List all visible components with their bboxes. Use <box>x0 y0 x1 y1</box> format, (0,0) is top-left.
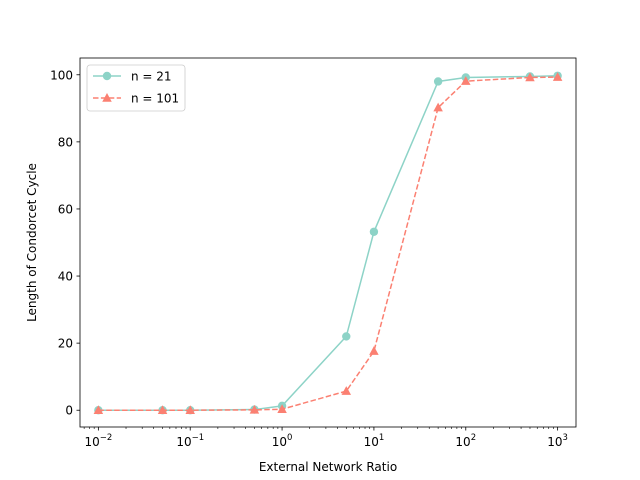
x-tick-label: 10−2 <box>84 433 112 449</box>
y-tick-label: 80 <box>58 135 73 149</box>
data-point <box>185 405 195 414</box>
x-axis-title: External Network Ratio <box>259 460 397 474</box>
legend-item: n = 101 <box>93 92 179 106</box>
data-point <box>525 72 535 82</box>
data-point <box>342 332 351 341</box>
data-point <box>461 76 471 85</box>
legend-marker <box>102 93 112 102</box>
data-point <box>369 346 379 355</box>
y-axis-ticks: 0 20 40 60 80 100 <box>50 68 80 418</box>
legend-label: n = 101 <box>131 92 179 106</box>
y-axis-title: Length of Condorcet Cycle <box>25 163 39 322</box>
series-2 <box>93 72 563 414</box>
x-tick-label: 102 <box>455 433 476 449</box>
legend-item: n = 21 <box>93 70 172 84</box>
legend-marker <box>102 71 112 81</box>
x-axis-ticks: 10−2 10−1 100 101 102 103 <box>83 427 568 449</box>
y-tick-label: 0 <box>65 404 73 418</box>
y-tick-label: 60 <box>58 202 73 216</box>
y-tick-label: 20 <box>58 337 73 351</box>
series-layer <box>93 71 563 415</box>
data-point <box>552 72 563 81</box>
legend-label: n = 21 <box>131 70 172 84</box>
data-point <box>157 405 168 414</box>
plot-frame <box>79 57 577 428</box>
x-tick-label: 101 <box>364 433 385 449</box>
y-tick-label: 100 <box>50 68 73 82</box>
x-tick-label: 103 <box>547 433 568 449</box>
data-point <box>369 227 379 236</box>
legend: n = 21 n = 101 <box>86 64 186 112</box>
data-point <box>433 102 443 112</box>
data-point <box>341 386 352 395</box>
x-tick-label: 10−1 <box>176 433 204 449</box>
data-point <box>277 404 287 413</box>
x-tick-label: 100 <box>272 433 293 449</box>
data-point <box>249 404 260 414</box>
series-line <box>98 75 558 411</box>
data-point <box>433 77 443 86</box>
series-line <box>98 76 558 411</box>
y-tick-label: 40 <box>58 270 73 284</box>
series-1 <box>94 71 562 415</box>
data-point <box>93 405 104 414</box>
